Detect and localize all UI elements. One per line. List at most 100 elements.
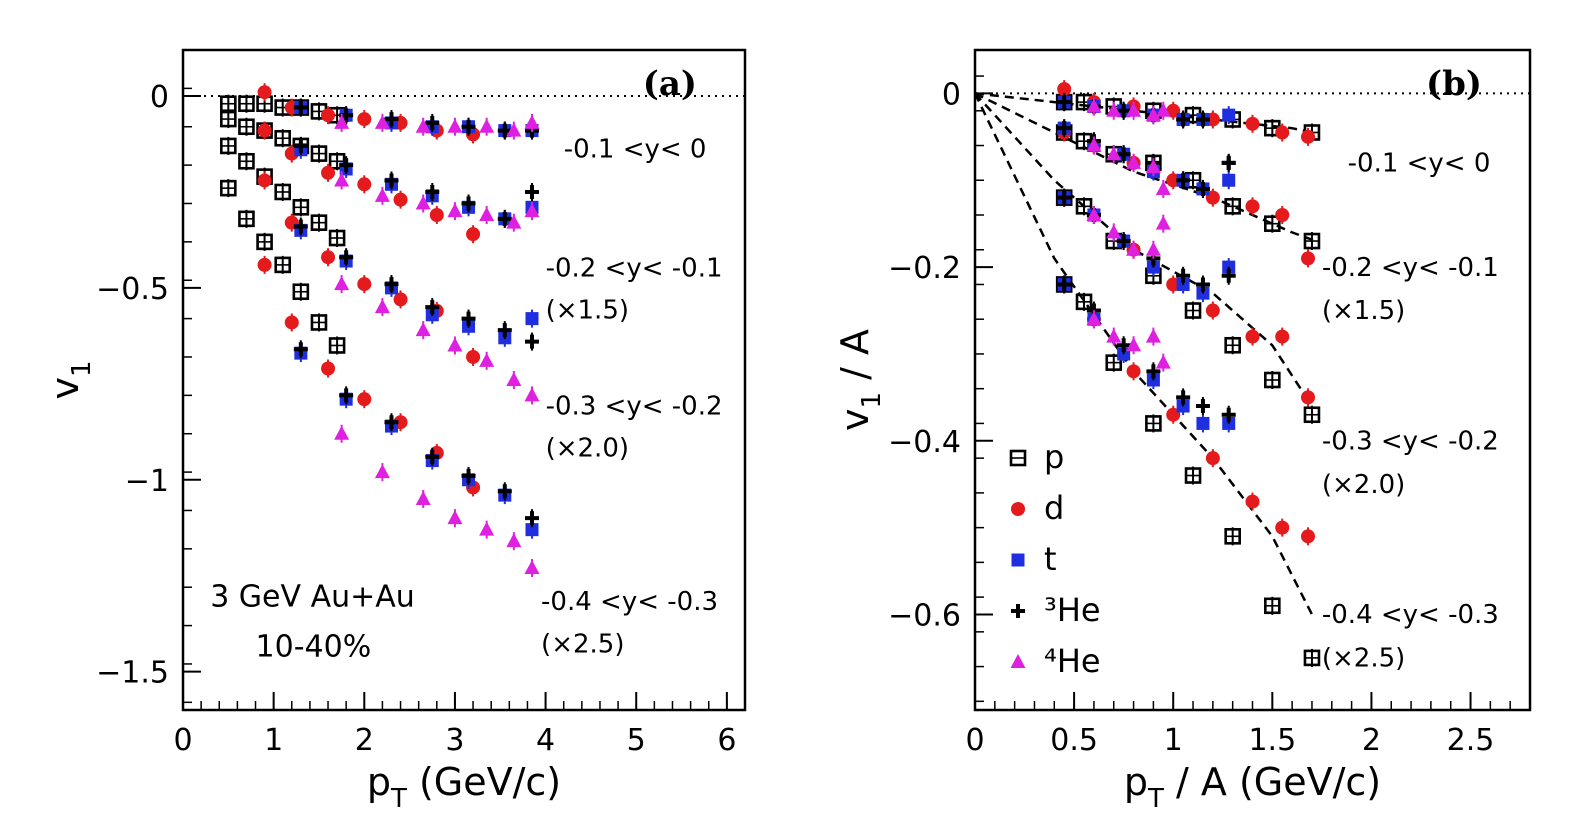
point-t: [1196, 416, 1210, 430]
point-p: [238, 95, 255, 113]
point-p: [328, 337, 346, 354]
legend-label-p: p: [1044, 438, 1064, 476]
point-4he: [1155, 215, 1171, 230]
point-d: [1205, 303, 1220, 318]
point-d: [429, 208, 444, 222]
annotation: (×2.0): [546, 434, 629, 464]
point-p: [310, 145, 328, 162]
point-4he: [1106, 146, 1122, 161]
point-4he: [447, 337, 463, 352]
y-tick-label: 0: [942, 77, 961, 112]
point-d: [393, 192, 408, 207]
point-3he: [1195, 277, 1210, 292]
point-d: [321, 165, 336, 180]
series-d: [257, 83, 481, 497]
point-4he: [524, 387, 540, 402]
point-3he: [1116, 103, 1131, 118]
point-4he: [1106, 328, 1122, 343]
y-axis-title: v1 / A: [833, 329, 887, 431]
series-3he: [1057, 93, 1236, 424]
x-tick-label: 0.5: [1050, 723, 1098, 758]
point-d: [321, 361, 336, 376]
annotation: -0.3 <y< -0.2: [1322, 426, 1499, 456]
data-area: [975, 80, 1321, 667]
series-p: [1055, 93, 1321, 667]
point-3he: [1146, 364, 1161, 379]
point-t: [1222, 173, 1236, 187]
point-p: [1264, 215, 1281, 232]
point-4he: [479, 118, 495, 133]
fit-curve: [975, 92, 1314, 407]
point-d: [1301, 129, 1315, 144]
point-4he: [1086, 207, 1102, 221]
legend-marker-p: [1009, 449, 1027, 467]
point-3he: [293, 100, 308, 115]
point-d: [1245, 199, 1260, 214]
point-4he: [1106, 102, 1122, 117]
point-3he: [497, 484, 512, 499]
point-3he: [425, 449, 440, 464]
point-3he: [1057, 121, 1072, 136]
point-p: [238, 152, 255, 170]
point-4he: [415, 195, 431, 210]
point-4he: [479, 207, 495, 221]
point-3he: [1221, 407, 1236, 422]
annotation: -0.4 <y< -0.3: [541, 587, 718, 617]
point-d: [321, 250, 336, 265]
annotation: 10-40%: [256, 629, 372, 664]
point-p: [274, 129, 292, 147]
point-d: [357, 277, 372, 292]
y-tick-label: −1.5: [96, 656, 169, 691]
point-d: [1245, 329, 1260, 344]
y-tick-label: −1: [125, 464, 169, 499]
point-3he: [384, 415, 399, 430]
point-p: [1303, 232, 1321, 250]
point-d: [257, 257, 272, 272]
point-4he: [506, 533, 522, 548]
point-d: [257, 85, 272, 100]
series-p: [220, 94, 346, 355]
point-d: [357, 392, 372, 407]
point-3he: [1057, 190, 1072, 205]
point-d: [1275, 208, 1290, 222]
point-4he: [1086, 311, 1102, 326]
legend-marker-3he: [1011, 604, 1025, 618]
point-p: [1224, 336, 1241, 354]
point-3he: [1221, 155, 1236, 170]
x-tick-label: 0: [965, 723, 984, 758]
point-3he: [461, 196, 476, 211]
point-p: [1303, 649, 1321, 667]
x-tick-label: 2: [1362, 723, 1381, 758]
point-p: [292, 199, 310, 216]
point-3he: [524, 334, 539, 349]
point-3he: [497, 211, 512, 226]
point-3he: [293, 138, 308, 153]
point-3he: [425, 300, 440, 315]
annotation: -0.2 <y< -0.1: [1322, 253, 1499, 283]
point-3he: [1176, 268, 1191, 283]
point-4he: [1155, 102, 1171, 117]
legend-label-3he: ³He: [1044, 591, 1101, 629]
point-3he: [1116, 147, 1131, 162]
point-4he: [447, 203, 463, 218]
point-4he: [1145, 159, 1161, 174]
point-4he: [506, 122, 522, 137]
point-d: [1301, 529, 1315, 544]
point-3he: [384, 277, 399, 292]
point-4he: [524, 560, 540, 575]
point-d: [1275, 329, 1290, 344]
series-4he: [334, 113, 540, 578]
point-p: [1105, 354, 1123, 371]
point-d: [321, 108, 336, 123]
point-d: [1301, 251, 1315, 266]
series-4he: [1086, 97, 1171, 372]
point-4he: [447, 118, 463, 133]
legend-marker-t: [1011, 553, 1025, 567]
point-3he: [384, 173, 399, 188]
point-d: [357, 177, 372, 192]
y-tick-label: −0.2: [888, 251, 961, 286]
point-3he: [461, 311, 476, 326]
point-p: [1224, 528, 1241, 545]
point-3he: [1176, 173, 1191, 188]
